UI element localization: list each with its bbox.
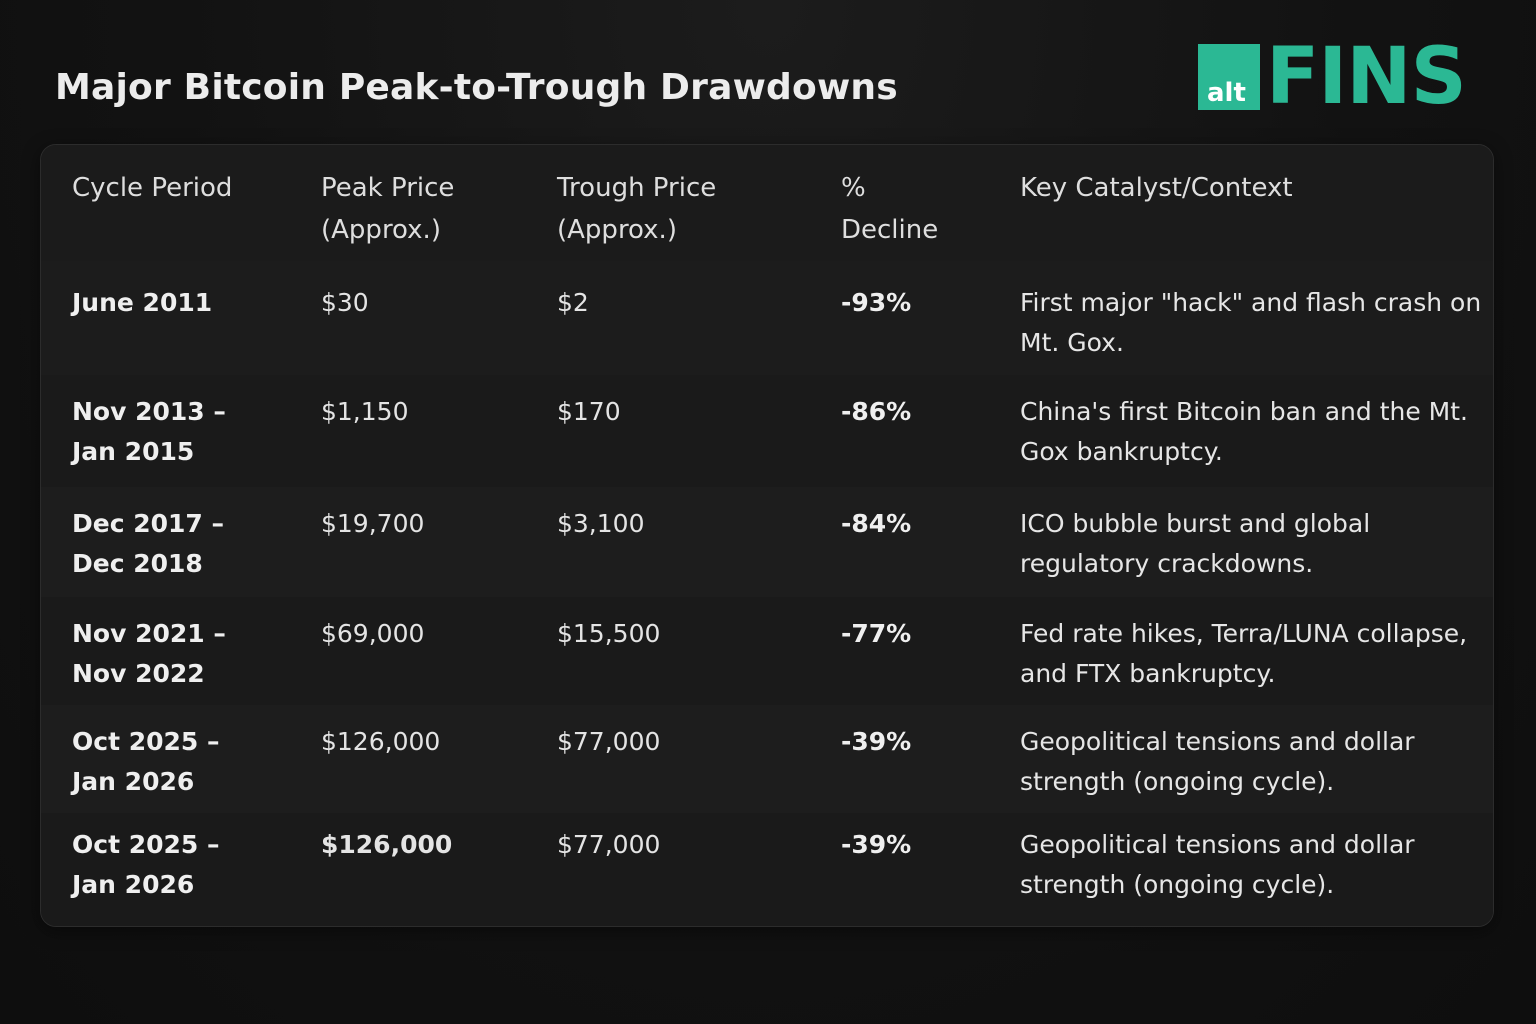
table-row: Dec 2017 – Dec 2018 $19,700 $3,100 -84% ICO …: [41, 487, 1493, 597]
logo-fins-text: FINS: [1266, 32, 1467, 122]
decline-cell: -77%: [841, 619, 912, 648]
trough-price-cell: $77,000: [557, 830, 661, 859]
logo-badge: alt: [1198, 44, 1260, 110]
peak-price-cell: $126,000: [321, 830, 453, 859]
table-header-row: Cycle Period Peak Price (Approx.) Trough…: [41, 145, 1493, 262]
table-row: Nov 2021 – Nov 2022 $69,000 $15,500 -77% Fed…: [41, 597, 1493, 705]
table-row: Nov 2013 – Jan 2015 $1,150 $170 -86% China's…: [41, 375, 1493, 487]
period-cell: June 2011: [72, 288, 213, 317]
column-header-cycle-period: Cycle Period: [72, 173, 233, 203]
decline-cell: -84%: [841, 509, 912, 538]
decline-cell: -39%: [841, 830, 912, 859]
period-cell: Dec 2017 – Dec 2018: [72, 509, 225, 578]
altfins-logo: alt FINS: [1198, 32, 1467, 122]
peak-price-cell: $69,000: [321, 619, 425, 648]
column-header-peak-price: Peak Price (Approx.): [321, 173, 455, 245]
context-cell: Geopolitical tensions and dollar strengt…: [1020, 830, 1415, 899]
context-cell: Geopolitical tensions and dollar strengt…: [1020, 727, 1415, 796]
peak-price-cell: $126,000: [321, 727, 441, 756]
page-title: Major Bitcoin Peak-to-Trough Drawdowns: [55, 67, 898, 108]
peak-price-cell: $19,700: [321, 509, 425, 538]
context-cell: Fed rate hikes, Terra/LUNA collapse, and…: [1020, 619, 1468, 688]
logo-alt-text: alt: [1207, 78, 1246, 108]
period-cell: Oct 2025 – Jan 2026: [72, 727, 220, 796]
decline-cell: -86%: [841, 397, 912, 426]
trough-price-cell: $15,500: [557, 619, 661, 648]
column-header-key-catalyst: Key Catalyst/Context: [1020, 173, 1293, 203]
trough-price-cell: $3,100: [557, 509, 645, 538]
trough-price-cell: $2: [557, 288, 589, 317]
table-row: June 2011 $30 $2 -93% First major "hack" and…: [41, 261, 1493, 375]
drawdowns-table: Cycle Period Peak Price (Approx.) Trough…: [40, 144, 1494, 927]
trough-price-cell: $170: [557, 397, 621, 426]
trough-price-cell: $77,000: [557, 727, 661, 756]
table-row: Oct 2025 – Jan 2026 $126,000 $77,000 -39% Ge…: [41, 705, 1493, 813]
peak-price-cell: $1,150: [321, 397, 409, 426]
period-cell: Oct 2025 – Jan 2026: [72, 830, 220, 899]
column-header-trough-price: Trough Price (Approx.): [557, 173, 717, 245]
period-cell: Nov 2021 – Nov 2022: [72, 619, 226, 688]
decline-cell: -39%: [841, 727, 912, 756]
peak-price-cell: $30: [321, 288, 369, 317]
context-cell: First major "hack" and flash crash on Mt…: [1020, 288, 1482, 357]
period-cell: Nov 2013 – Jan 2015: [72, 397, 226, 466]
column-header-decline: % Decline: [841, 173, 939, 245]
decline-cell: -93%: [841, 288, 912, 317]
table-row: Oct 2025 – Jan 2026 $126,000 $77,000 -39% Ge…: [41, 813, 1493, 926]
context-cell: China's first Bitcoin ban and the Mt. Go…: [1020, 397, 1468, 466]
context-cell: ICO bubble burst and global regulatory c…: [1020, 509, 1371, 578]
